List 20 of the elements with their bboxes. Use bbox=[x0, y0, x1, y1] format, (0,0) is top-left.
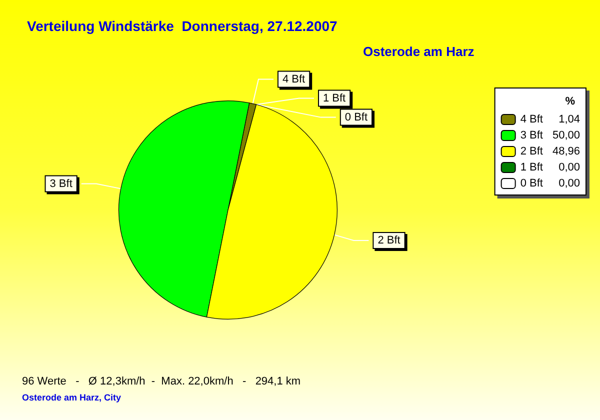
category-label: 1 Bft bbox=[322, 92, 346, 104]
legend-label: 1 Bft bbox=[520, 162, 546, 174]
legend-title: % bbox=[565, 96, 576, 108]
chart-subtitle: Osterode am Harz bbox=[363, 44, 475, 59]
slice-label: 3 Bft bbox=[50, 178, 72, 190]
legend-label: 0 Bft bbox=[520, 178, 546, 190]
slice-label: 4 Bft bbox=[282, 73, 306, 86]
data-label: 1,04 bbox=[558, 114, 580, 126]
text: 96 Werte - Ø 12,3km/h - Max. 22,0km/h - 294,1 km bbox=[22, 376, 301, 388]
chart-title: Verteilung Windstärke Donnerstag, 27.12.2007 bbox=[27, 18, 338, 34]
legend-label: 2 Bft bbox=[520, 146, 546, 158]
text: 0,00 bbox=[558, 162, 580, 174]
legend-label: 4 Bft bbox=[520, 114, 546, 126]
text: 0,00 bbox=[558, 178, 580, 190]
category-label: 0 Bft bbox=[344, 111, 368, 124]
slice-label: 2 Bft bbox=[378, 234, 400, 246]
data-label: 48,96 bbox=[552, 146, 580, 158]
data-label: 50,00 bbox=[552, 130, 580, 142]
legend-label: 3 Bft bbox=[520, 130, 546, 142]
text: Osterode am Harz, City bbox=[22, 392, 122, 402]
